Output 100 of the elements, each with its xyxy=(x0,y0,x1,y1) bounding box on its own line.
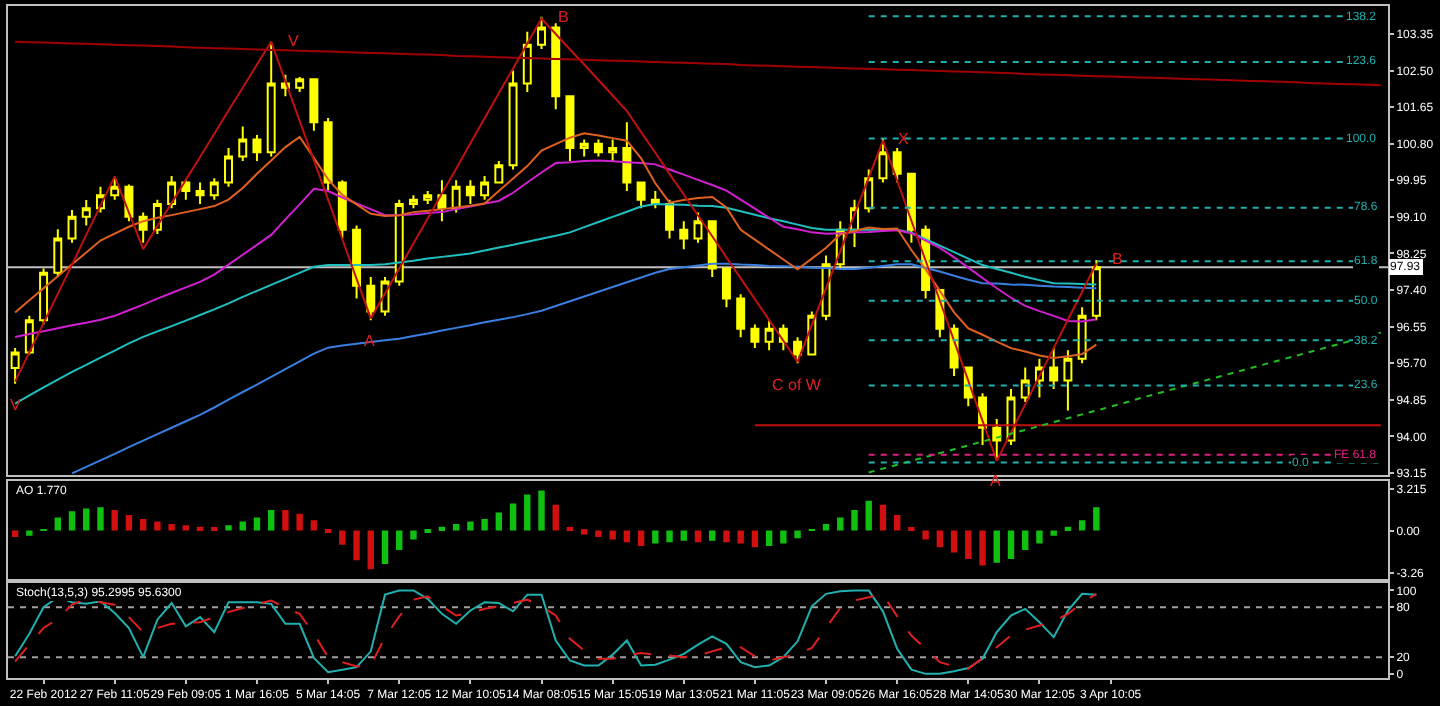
line-series xyxy=(867,331,1382,474)
bar xyxy=(922,530,929,540)
candlestick xyxy=(622,121,632,193)
candlestick xyxy=(423,190,433,205)
bar xyxy=(1078,520,1086,531)
bar xyxy=(83,508,90,531)
bar xyxy=(893,515,901,531)
bar xyxy=(751,530,759,548)
bar xyxy=(723,530,730,543)
candlestick xyxy=(181,179,191,201)
candlestick xyxy=(323,116,333,193)
bar xyxy=(310,520,318,531)
annotation: V xyxy=(288,32,300,50)
bar xyxy=(837,517,844,531)
bar xyxy=(495,512,503,531)
bar xyxy=(851,509,858,531)
annotation: C of W xyxy=(772,376,822,394)
candlestick xyxy=(1063,349,1073,412)
bar xyxy=(965,530,972,559)
candlestick xyxy=(451,179,461,214)
bar xyxy=(339,530,346,545)
bar xyxy=(168,524,175,531)
line-series xyxy=(14,159,1098,338)
bar xyxy=(509,503,517,531)
candlestick xyxy=(565,95,575,162)
bar xyxy=(1093,507,1100,531)
bar xyxy=(680,530,687,541)
line-series xyxy=(14,132,1098,359)
bar xyxy=(253,517,261,531)
bar xyxy=(652,530,659,544)
bar xyxy=(637,530,645,547)
annotation: X xyxy=(898,130,910,148)
bar xyxy=(538,490,545,531)
bar xyxy=(481,518,488,531)
candlestick xyxy=(252,134,262,162)
candlestick xyxy=(67,208,77,244)
candlestick xyxy=(750,323,760,350)
candlestick xyxy=(608,138,618,162)
candlestick xyxy=(1077,306,1087,365)
candlestick xyxy=(437,179,447,223)
bar xyxy=(353,530,360,561)
bar xyxy=(780,530,787,544)
candlestick xyxy=(551,22,561,111)
candlestick xyxy=(266,40,276,158)
candlestick xyxy=(679,220,689,251)
bar xyxy=(182,525,190,531)
bar xyxy=(524,494,531,531)
candlestick xyxy=(736,293,746,339)
candlestick xyxy=(408,194,418,210)
bar xyxy=(993,530,1000,563)
bar xyxy=(68,511,76,531)
candlestick xyxy=(508,69,518,171)
bar xyxy=(950,530,958,553)
bar xyxy=(367,530,374,570)
bar xyxy=(552,504,559,531)
candlestick xyxy=(793,336,803,365)
bar xyxy=(26,530,33,536)
candlestick xyxy=(764,319,774,352)
bar xyxy=(410,530,417,540)
candlestick xyxy=(238,125,248,162)
candlestick xyxy=(636,181,646,210)
candlestick xyxy=(1049,347,1059,390)
candlestick xyxy=(494,159,504,184)
bar xyxy=(666,530,673,543)
bar xyxy=(268,509,275,531)
candlestick xyxy=(295,76,305,94)
bar xyxy=(709,530,716,541)
bar xyxy=(239,521,246,531)
candlestick xyxy=(522,30,532,94)
bar xyxy=(595,530,602,537)
annotation: B xyxy=(1112,250,1123,268)
bar xyxy=(139,518,147,531)
bar xyxy=(979,530,986,566)
annotation: B xyxy=(558,8,569,26)
candlestick xyxy=(537,15,546,51)
candlestick xyxy=(992,418,1002,462)
bar xyxy=(1036,530,1043,544)
candlestick xyxy=(366,276,376,322)
line-series xyxy=(71,262,1098,475)
bar xyxy=(879,504,887,531)
bar xyxy=(609,530,616,540)
bar xyxy=(1022,530,1029,550)
bar xyxy=(452,524,460,531)
annotation: V xyxy=(10,396,22,414)
candlestick xyxy=(593,138,603,158)
candlestick xyxy=(167,174,177,210)
bar xyxy=(1050,530,1057,536)
bar xyxy=(54,517,61,531)
candlestick xyxy=(53,228,63,279)
candlestick xyxy=(209,177,219,201)
bar xyxy=(282,509,289,531)
bar xyxy=(97,507,104,531)
bar xyxy=(111,509,118,531)
candlestick xyxy=(81,199,91,227)
bar xyxy=(381,530,389,565)
candlestick xyxy=(892,147,902,184)
bar xyxy=(765,530,773,547)
candlestick xyxy=(480,174,490,201)
bar xyxy=(467,521,474,531)
candlestick xyxy=(224,147,233,188)
